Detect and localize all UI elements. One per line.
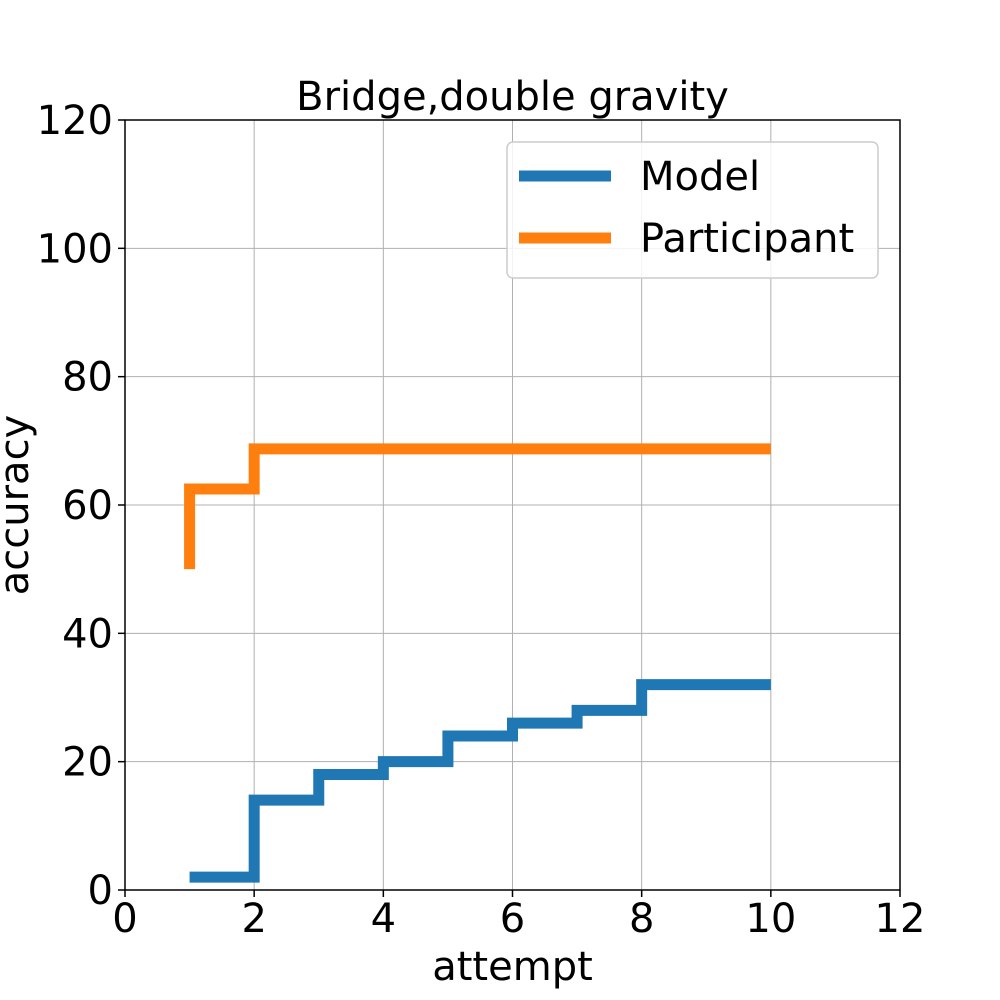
y-tick-label: 80 bbox=[62, 355, 113, 401]
y-tick-label: 100 bbox=[37, 226, 113, 272]
series-group bbox=[184, 443, 771, 883]
series-line-model bbox=[189, 679, 771, 883]
x-tick-label: 12 bbox=[875, 896, 926, 942]
x-tick-label: 4 bbox=[371, 896, 396, 942]
y-tick-label: 20 bbox=[62, 740, 113, 786]
x-axis-label: attempt bbox=[432, 944, 593, 990]
y-axis-label: accuracy bbox=[0, 415, 38, 595]
y-tick-label: 60 bbox=[62, 483, 113, 529]
chart-title: Bridge,double gravity bbox=[296, 74, 729, 120]
legend-label-participant: Participant bbox=[640, 216, 854, 262]
x-tick-label: 0 bbox=[112, 896, 137, 942]
y-tick-label: 0 bbox=[88, 868, 113, 914]
x-tick-label: 2 bbox=[241, 896, 266, 942]
x-tick-label: 8 bbox=[629, 896, 654, 942]
x-tick-label: 6 bbox=[500, 896, 525, 942]
x-tick-label: 10 bbox=[745, 896, 796, 942]
legend-label-model: Model bbox=[640, 154, 760, 200]
y-tick-label: 40 bbox=[62, 611, 113, 657]
series-line-participant bbox=[184, 443, 771, 570]
y-tick-label: 120 bbox=[37, 98, 113, 144]
legend: Model Participant bbox=[506, 141, 879, 279]
